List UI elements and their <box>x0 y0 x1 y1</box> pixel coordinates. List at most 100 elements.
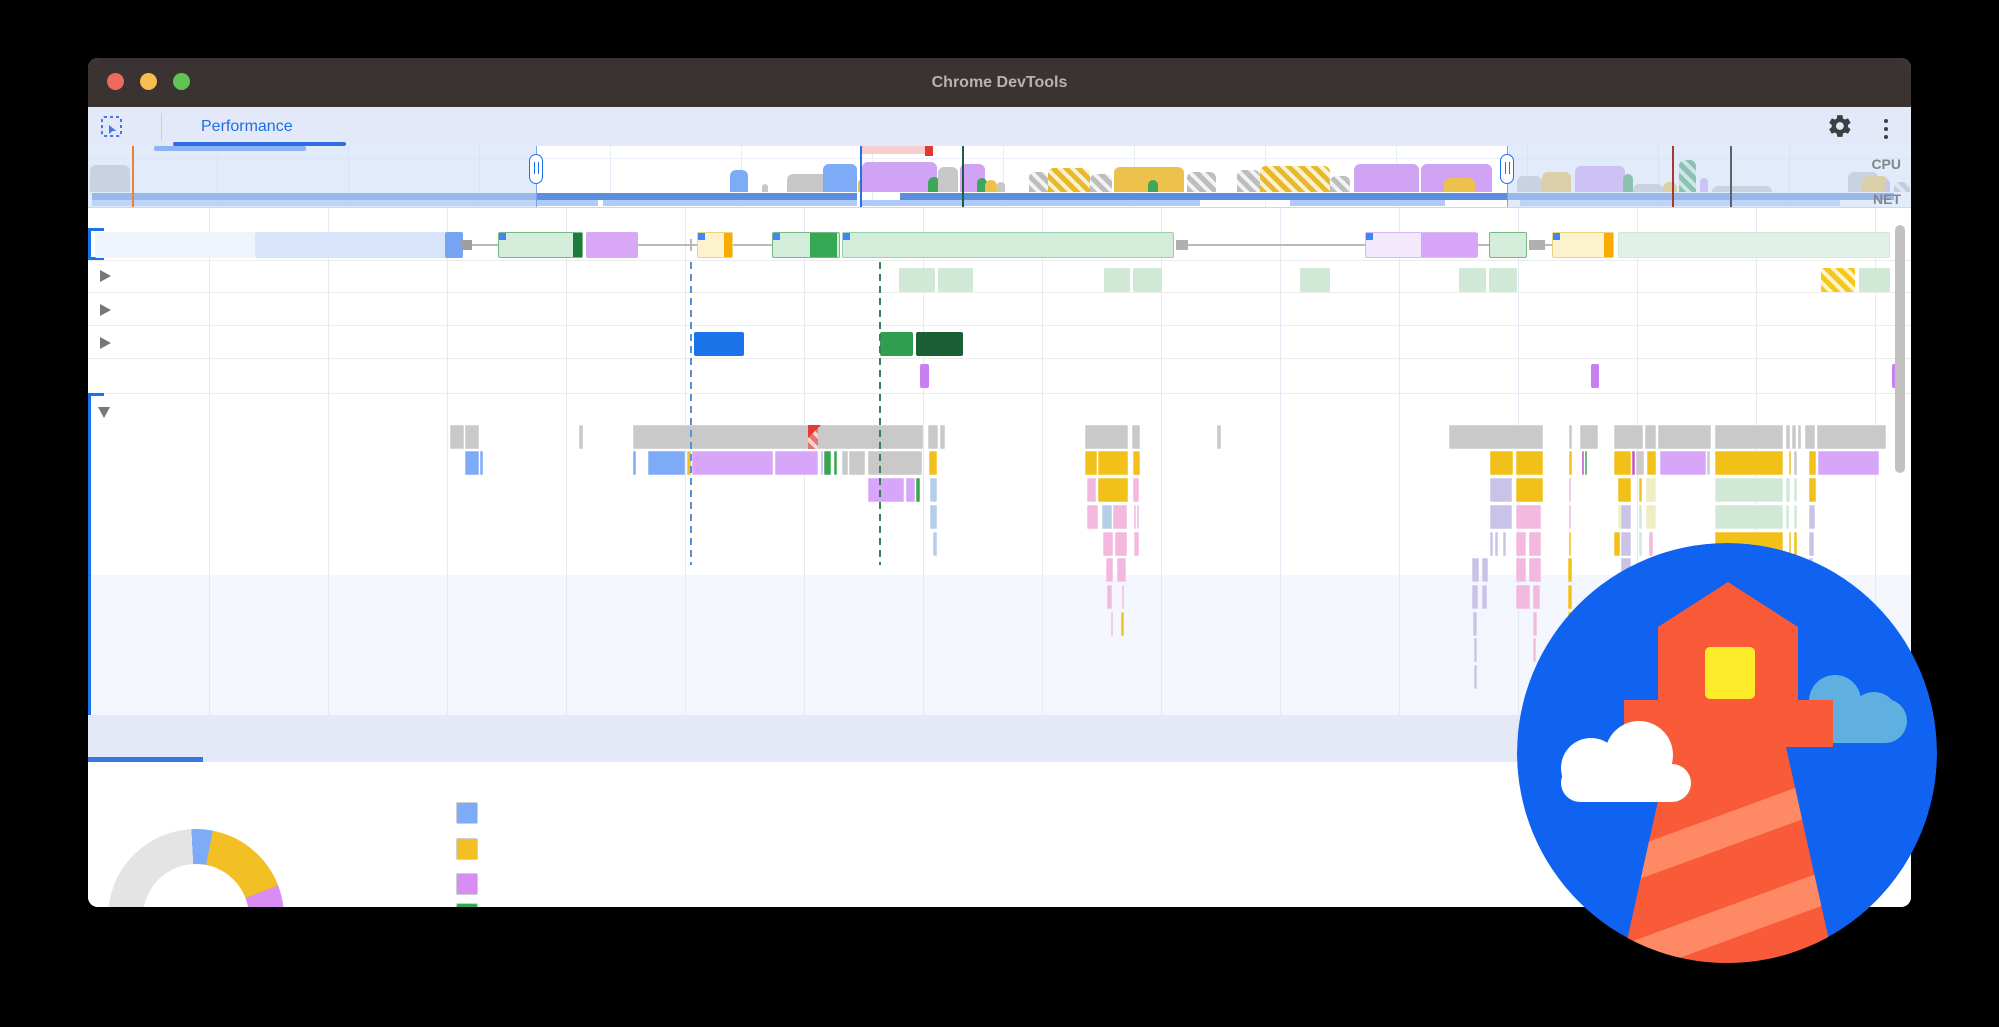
flame-chart-bar[interactable] <box>849 451 865 475</box>
flame-chart-bar[interactable] <box>1582 451 1584 475</box>
flame-chart-bar[interactable] <box>1569 478 1571 502</box>
flame-chart-bar[interactable] <box>933 532 937 556</box>
flame-chart-bar[interactable] <box>1658 425 1711 449</box>
flame-chart-bar[interactable] <box>1490 532 1493 556</box>
flame-chart-bar[interactable] <box>1568 585 1572 609</box>
flame-chart-bar[interactable] <box>633 425 923 449</box>
flame-chart-bar[interactable] <box>929 451 937 475</box>
flame-chart-bar[interactable] <box>1715 505 1783 529</box>
flame-chart-bar[interactable] <box>450 425 464 449</box>
flame-chart-bar[interactable] <box>1533 638 1536 662</box>
flame-chart-bar[interactable] <box>1809 451 1816 475</box>
network-request-bar[interactable] <box>697 232 733 258</box>
flame-chart-bar[interactable] <box>930 478 937 502</box>
flame-chart-bar[interactable] <box>1789 532 1791 556</box>
flame-chart-bar[interactable] <box>1789 451 1791 475</box>
flame-chart-bar[interactable] <box>1472 558 1479 582</box>
flame-chart-bar[interactable] <box>1098 451 1128 475</box>
flame-chart-bar[interactable] <box>1134 505 1136 529</box>
network-request-bar[interactable] <box>586 232 638 258</box>
flame-chart-bar[interactable] <box>1137 505 1139 529</box>
flame-chart-bar[interactable] <box>1495 532 1498 556</box>
flame-chart-bar[interactable] <box>1449 425 1543 449</box>
flame-chart-bar[interactable] <box>1117 558 1126 582</box>
flame-chart-bar[interactable] <box>1645 425 1656 449</box>
track-expand-icon-timings[interactable] <box>100 337 111 349</box>
flame-chart-bar[interactable] <box>1474 638 1477 662</box>
flame-chart-bar[interactable] <box>775 451 818 475</box>
inspect-element-icon[interactable] <box>100 115 124 139</box>
track-expand-icon-interactions[interactable] <box>100 304 111 316</box>
flame-chart-bar[interactable] <box>834 451 837 475</box>
network-request-bar[interactable] <box>255 232 446 258</box>
track-event-block[interactable] <box>938 268 973 292</box>
flame-chart-bar[interactable] <box>1217 425 1221 449</box>
flame-chart-bar[interactable] <box>1639 478 1642 502</box>
flame-chart-bar[interactable] <box>1102 505 1112 529</box>
flame-chart-bar[interactable] <box>1087 505 1098 529</box>
track-event-block[interactable] <box>1300 268 1330 292</box>
flame-chart-bar[interactable] <box>1707 451 1710 475</box>
tab-performance[interactable]: Performance <box>201 118 293 135</box>
flame-chart-bar[interactable] <box>579 425 583 449</box>
flame-chart-bar[interactable] <box>1786 425 1790 449</box>
flame-chart-bar[interactable] <box>1786 505 1789 529</box>
track-expand-icon-frames[interactable] <box>100 270 111 282</box>
flame-chart-bar[interactable] <box>940 425 945 449</box>
network-request-bar[interactable] <box>772 232 840 258</box>
flame-chart-bar[interactable] <box>821 451 823 475</box>
flame-chart-bar[interactable] <box>1106 558 1113 582</box>
flame-chart-bar[interactable] <box>1490 451 1513 475</box>
track-event-block[interactable] <box>899 268 935 292</box>
flame-chart-bar[interactable] <box>1121 612 1124 636</box>
track-event-block[interactable] <box>1133 268 1162 292</box>
flame-chart-bar[interactable] <box>1646 478 1656 502</box>
flame-chart-bar[interactable] <box>1569 425 1572 449</box>
flame-chart-bar[interactable] <box>1809 532 1814 556</box>
track-event-block[interactable] <box>1591 364 1599 388</box>
more-options-icon[interactable] <box>1884 115 1888 143</box>
flame-chart-bar[interactable] <box>1639 505 1642 529</box>
flame-chart-bar[interactable] <box>1660 451 1706 475</box>
network-request-bar[interactable] <box>445 232 463 258</box>
flame-chart-bar[interactable] <box>1107 585 1112 609</box>
flame-chart-bar[interactable] <box>1618 478 1631 502</box>
flame-chart-bar[interactable] <box>868 451 922 475</box>
flame-chart-bar[interactable] <box>648 451 685 475</box>
network-request-bar[interactable] <box>1618 232 1890 258</box>
track-event-block[interactable] <box>1859 268 1890 292</box>
timeline-overview[interactable]: CPU NET <box>88 146 1911 208</box>
flame-chart-bar[interactable] <box>1569 451 1572 475</box>
flame-chart-bar[interactable] <box>1794 532 1797 556</box>
overview-window-handle[interactable] <box>529 154 543 184</box>
track-event-block[interactable] <box>694 332 744 356</box>
overview-window-handle[interactable] <box>1500 154 1514 184</box>
flame-chart-bar[interactable] <box>1585 451 1587 475</box>
flame-chart-bar[interactable] <box>1715 451 1783 475</box>
flame-chart-bar[interactable] <box>1636 451 1644 475</box>
flame-chart-bar[interactable] <box>692 451 773 475</box>
flame-chart-bar[interactable] <box>480 451 483 475</box>
vertical-scrollbar[interactable] <box>1895 225 1905 473</box>
track-event-block[interactable] <box>916 332 963 356</box>
flame-chart-bar[interactable] <box>1533 612 1537 636</box>
flame-chart-bar[interactable] <box>1792 425 1796 449</box>
flame-chart-bar[interactable] <box>1516 505 1541 529</box>
flame-chart-bar[interactable] <box>930 505 937 529</box>
flame-chart-bar[interactable] <box>1085 425 1128 449</box>
minimize-window-icon[interactable] <box>140 73 157 90</box>
flame-chart-bar[interactable] <box>687 451 691 475</box>
network-request-bar[interactable] <box>1552 232 1614 258</box>
flame-chart-bar[interactable] <box>1482 558 1488 582</box>
track-collapse-icon-main[interactable] <box>98 407 110 418</box>
flame-chart-bar[interactable] <box>1569 505 1571 529</box>
flame-chart-bar[interactable] <box>1715 478 1783 502</box>
track-event-block[interactable] <box>920 364 929 388</box>
flame-chart-bar[interactable] <box>1516 558 1526 582</box>
flame-chart-bar[interactable] <box>1798 425 1801 449</box>
network-request-bar[interactable] <box>498 232 583 258</box>
flame-chart-bar[interactable] <box>1133 451 1140 475</box>
flame-chart-bar[interactable] <box>1621 505 1631 529</box>
flame-chart-bar[interactable] <box>1794 451 1797 475</box>
flame-chart-bar[interactable] <box>928 425 938 449</box>
